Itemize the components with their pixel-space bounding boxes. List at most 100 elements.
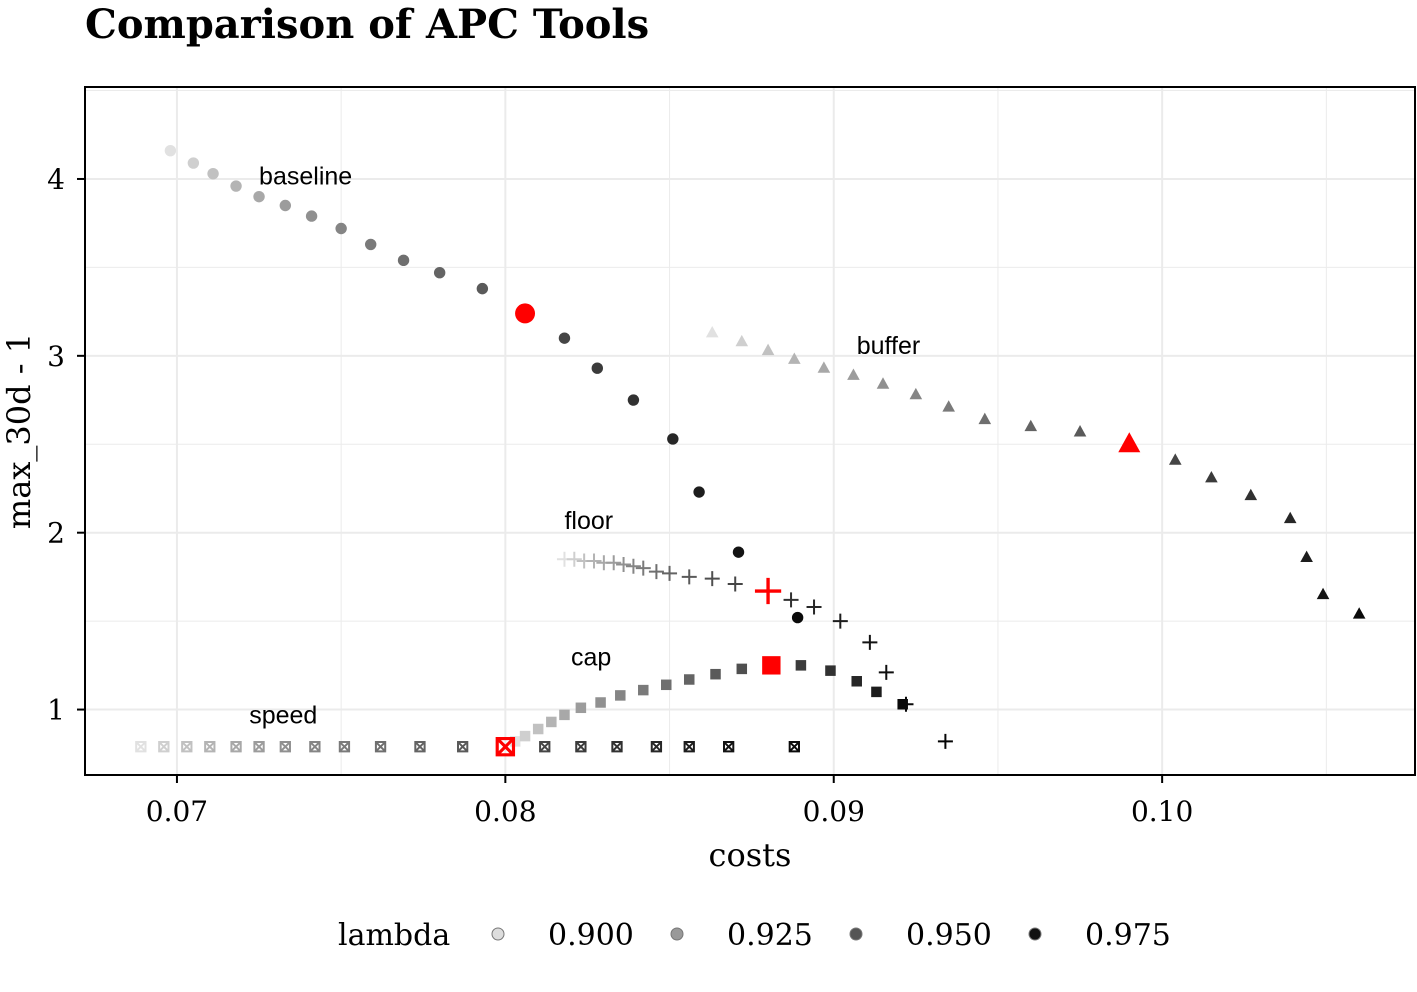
speed-point: [788, 741, 800, 753]
baseline-point: [397, 254, 410, 267]
baseline-point: [279, 199, 292, 212]
cap-point: [519, 730, 531, 742]
buffer-point: [909, 387, 923, 400]
legend-key: [849, 927, 863, 941]
cap-point: [546, 716, 557, 728]
baseline-point: [365, 238, 377, 251]
baseline-point: [164, 144, 177, 157]
buffer-point: [1283, 511, 1297, 524]
baseline-point: [230, 180, 242, 192]
baseline-point: [335, 222, 347, 235]
floor-point: [566, 551, 582, 567]
legend-label: 0.950: [906, 918, 992, 953]
buffer-point: [847, 368, 860, 380]
buffer-point: [788, 352, 801, 364]
baseline-point: [667, 433, 679, 445]
buffer-point: [1300, 550, 1313, 563]
series-floor: [556, 551, 953, 749]
floor-point: [783, 592, 799, 608]
x-tick-label: 0.09: [803, 795, 865, 828]
legend-label: 0.975: [1085, 918, 1171, 953]
floor-point: [648, 564, 664, 580]
speed-point: [723, 741, 735, 753]
floor-point: [662, 565, 678, 581]
baseline-point: [591, 362, 603, 374]
series-buffer: [705, 326, 1366, 619]
floor-point: [806, 599, 822, 615]
series-label-baseline: baseline: [259, 162, 352, 190]
buffer-point: [1316, 587, 1330, 600]
speed-point: [230, 741, 242, 753]
series-label-buffer: buffer: [857, 332, 920, 360]
series-baseline: [164, 144, 804, 624]
cap-point: [871, 686, 882, 698]
floor-point: [704, 571, 720, 587]
buffer-point: [978, 412, 992, 425]
speed-point: [650, 741, 663, 753]
buffer-point: [1205, 471, 1218, 483]
floor-point: [878, 664, 894, 680]
speed-point: [374, 741, 387, 753]
speed-point: [253, 741, 265, 753]
y-tick-label: 4: [47, 163, 65, 196]
y-axis: 1 2 3 4: [47, 163, 85, 727]
cap-point: [532, 723, 544, 735]
baseline-point: [305, 210, 318, 222]
baseline-point: [693, 486, 705, 498]
buffer-point: [1244, 488, 1258, 501]
baseline-point: [476, 282, 489, 295]
buffer-point: [1168, 453, 1182, 465]
series-cap: [509, 656, 908, 747]
buffer-point: [735, 334, 749, 347]
series-label-floor: floor: [564, 507, 613, 535]
floor-point: [616, 557, 632, 573]
baseline-highlight-point: [515, 303, 536, 324]
cap-point: [710, 668, 721, 680]
speed-point: [181, 741, 193, 753]
cap-point: [661, 679, 672, 691]
floor-point: [727, 576, 743, 592]
buffer-point: [942, 400, 955, 412]
buffer-point: [705, 326, 719, 338]
baseline-point: [732, 546, 745, 558]
speed-highlight-point: [495, 736, 516, 757]
floor-point: [625, 558, 641, 574]
speed-point: [309, 741, 321, 753]
baseline-point: [791, 611, 804, 624]
buffer-point: [1073, 425, 1087, 437]
data-points: [135, 144, 1366, 757]
cap-point: [897, 699, 908, 710]
cap-point: [575, 702, 587, 714]
cap-point: [825, 665, 836, 676]
chart-title: Comparison of APC Tools: [85, 1, 649, 48]
x-axis: 0.07 0.08 0.09 0.10: [146, 775, 1193, 828]
speed-point: [338, 741, 351, 753]
baseline-point: [627, 394, 640, 406]
cap-point: [736, 663, 748, 675]
buffer-point: [1024, 419, 1038, 432]
baseline-point: [253, 190, 265, 203]
baseline-point: [433, 267, 446, 279]
cap-point: [851, 676, 862, 687]
baseline-point: [187, 157, 200, 169]
speed-point: [158, 741, 170, 753]
x-tick-label: 0.07: [146, 795, 208, 828]
cap-point: [595, 697, 606, 708]
grid-lines: [85, 87, 1415, 775]
speed-point: [279, 741, 291, 753]
y-tick-label: 2: [47, 517, 65, 550]
speed-point: [575, 741, 587, 753]
legend-key: [670, 927, 684, 941]
floor-point: [862, 634, 878, 650]
legend-title: lambda: [338, 918, 450, 953]
floor-point: [586, 553, 602, 569]
legend-key: [491, 927, 505, 941]
baseline-point: [558, 332, 571, 344]
plot-panel-border: [84, 86, 1416, 776]
y-tick-label: 1: [47, 694, 65, 727]
buffer-highlight-point: [1118, 432, 1141, 453]
x-axis-title: costs: [709, 836, 792, 874]
speed-point: [539, 741, 551, 753]
buffer-point: [876, 377, 890, 389]
